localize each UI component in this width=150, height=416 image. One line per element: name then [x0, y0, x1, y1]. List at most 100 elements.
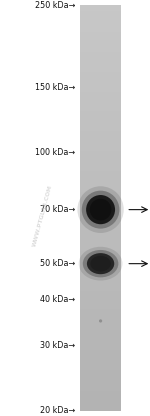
Bar [80, 15, 121, 17]
Bar [80, 374, 121, 376]
Bar [80, 54, 121, 56]
Bar [80, 257, 121, 259]
Bar [80, 291, 121, 293]
Bar [80, 253, 121, 255]
Bar [80, 403, 121, 405]
Bar [80, 127, 121, 129]
Bar [80, 299, 121, 301]
Bar [80, 157, 121, 159]
Bar [80, 346, 121, 348]
Bar [80, 72, 121, 74]
Bar [80, 362, 121, 364]
Bar [80, 249, 121, 250]
Bar [80, 56, 121, 58]
Bar [80, 27, 121, 30]
Bar [80, 139, 121, 141]
Bar [80, 233, 121, 234]
Bar [80, 52, 121, 54]
Text: 250 kDa→: 250 kDa→ [34, 1, 75, 10]
Bar [80, 188, 121, 190]
Ellipse shape [82, 191, 119, 229]
Bar [80, 315, 121, 317]
Bar [80, 384, 121, 386]
Bar [80, 166, 121, 167]
Bar [80, 275, 121, 277]
Bar [80, 271, 121, 273]
Bar [80, 34, 121, 36]
Bar [80, 190, 121, 192]
Bar [80, 245, 121, 247]
Bar [80, 370, 121, 372]
Bar [80, 113, 121, 115]
Bar [80, 279, 121, 281]
Bar [80, 200, 121, 202]
Ellipse shape [83, 250, 118, 277]
Bar [80, 68, 121, 70]
Bar [80, 212, 121, 214]
Bar [80, 115, 121, 117]
Bar [80, 366, 121, 368]
Ellipse shape [94, 258, 107, 269]
Bar [80, 289, 121, 291]
Bar [80, 90, 121, 92]
Bar [80, 368, 121, 370]
Bar [80, 121, 121, 123]
Bar [80, 11, 121, 13]
Bar [80, 102, 121, 104]
Bar [80, 192, 121, 194]
Bar [80, 261, 121, 263]
Bar [80, 141, 121, 143]
Bar [80, 379, 121, 380]
Bar [80, 210, 121, 212]
Bar [80, 84, 121, 86]
Bar [80, 37, 121, 40]
Bar [80, 396, 121, 399]
Bar [80, 393, 121, 395]
Bar [80, 360, 121, 362]
Bar [80, 151, 121, 153]
Bar [80, 336, 121, 338]
Bar [80, 46, 121, 48]
Bar [80, 78, 121, 80]
Bar [80, 23, 121, 25]
Bar [80, 228, 121, 230]
Bar [80, 204, 121, 206]
Bar [80, 243, 121, 245]
Bar [80, 176, 121, 178]
Bar [80, 182, 121, 183]
Bar [80, 109, 121, 111]
Bar [80, 303, 121, 305]
Bar [80, 143, 121, 145]
Bar [80, 214, 121, 216]
Text: 100 kDa→: 100 kDa→ [35, 148, 75, 157]
Bar [80, 82, 121, 84]
Bar [80, 352, 121, 354]
Bar [80, 48, 121, 50]
Bar [80, 119, 121, 121]
Ellipse shape [87, 253, 114, 274]
Bar [80, 159, 121, 161]
Bar [80, 287, 121, 289]
Bar [80, 344, 121, 346]
Bar [80, 312, 121, 314]
Bar [80, 332, 121, 334]
Bar [80, 169, 121, 171]
Bar [80, 155, 121, 157]
Bar [80, 281, 121, 283]
Bar [80, 117, 121, 119]
Bar [80, 263, 121, 265]
Bar [80, 111, 121, 113]
Bar [80, 324, 121, 326]
Bar [80, 285, 121, 287]
Bar [80, 216, 121, 218]
Bar [80, 307, 121, 310]
Bar [80, 334, 121, 336]
Bar [80, 391, 121, 393]
Bar [80, 382, 121, 384]
Bar [80, 401, 121, 403]
Ellipse shape [90, 199, 111, 220]
Bar [80, 277, 121, 279]
Bar [80, 86, 121, 88]
Ellipse shape [90, 256, 111, 272]
Bar [80, 220, 121, 222]
